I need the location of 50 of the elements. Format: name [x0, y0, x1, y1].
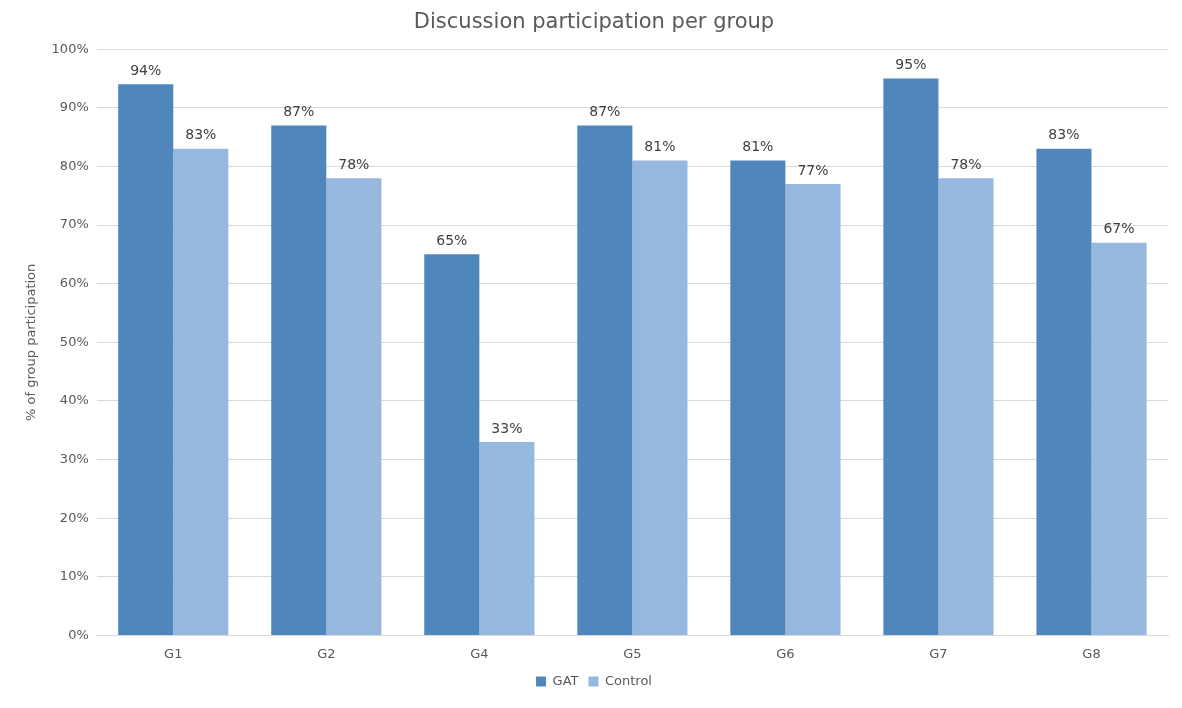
data-label: 83%	[185, 126, 217, 143]
x-tick-label: G5	[623, 645, 642, 661]
bar	[577, 125, 633, 635]
y-tick-label: 30%	[59, 450, 89, 466]
data-label: 81%	[644, 138, 676, 155]
x-tick-label: G8	[1082, 645, 1101, 661]
bar	[479, 441, 535, 635]
bar	[938, 178, 994, 635]
x-tick-label: G1	[164, 645, 183, 661]
data-label: 87%	[283, 103, 315, 120]
bar	[271, 125, 327, 635]
x-tick-label: G6	[776, 645, 795, 661]
data-label: 33%	[491, 419, 523, 436]
data-label: 94%	[130, 62, 162, 79]
bar	[326, 178, 382, 635]
x-tick-label: G7	[929, 645, 948, 661]
data-label: 78%	[338, 155, 370, 172]
y-tick-label: 50%	[59, 333, 89, 349]
data-label: 95%	[895, 56, 927, 73]
bar	[173, 148, 229, 635]
data-label: 77%	[797, 161, 829, 178]
y-tick-label: 80%	[59, 157, 89, 173]
y-tick-label: 100%	[51, 40, 89, 56]
data-label: 83%	[1048, 126, 1080, 143]
y-tick-label: 60%	[59, 275, 89, 291]
y-tick-label: 0%	[68, 626, 89, 642]
y-tick-label: 20%	[59, 509, 89, 525]
y-tick-label: 10%	[59, 568, 89, 584]
bar	[1036, 148, 1092, 635]
data-label: 65%	[436, 232, 468, 249]
bar	[883, 78, 939, 635]
data-label: 87%	[589, 103, 621, 120]
y-tick-label: 70%	[59, 216, 89, 232]
y-tick-label: 90%	[59, 99, 89, 115]
bar	[730, 160, 786, 635]
x-tick-label: G2	[317, 645, 336, 661]
y-tick-label: 40%	[59, 392, 89, 408]
y-axis-title: % of group participation	[23, 263, 39, 421]
bar	[785, 184, 841, 635]
bar	[632, 160, 688, 635]
x-tick-label: G4	[470, 645, 489, 661]
legend-label: Control	[604, 672, 652, 688]
chart-title: Discussion participation per group	[413, 9, 775, 34]
bar	[424, 254, 480, 635]
data-label: 67%	[1103, 220, 1135, 237]
data-label: 78%	[950, 155, 982, 172]
data-label: 81%	[742, 138, 774, 155]
bar	[118, 84, 174, 635]
bar	[1091, 242, 1147, 635]
legend-label: GAT	[552, 672, 579, 688]
